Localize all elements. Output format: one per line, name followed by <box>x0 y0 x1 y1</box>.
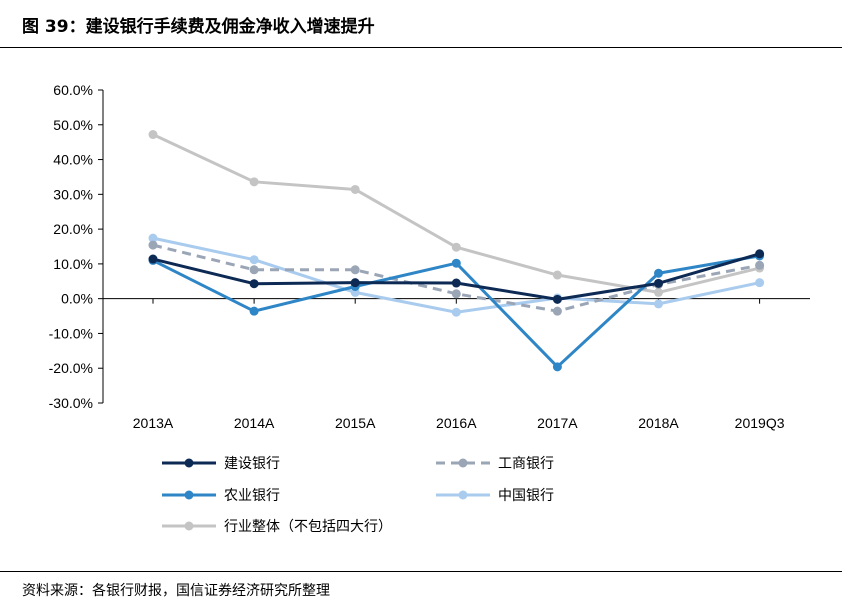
legend-marker-中国银行 <box>458 490 468 500</box>
data-point-建设银行 <box>654 278 663 288</box>
y-tick-label: 30.0% <box>53 186 93 202</box>
data-point-工商银行 <box>350 265 360 275</box>
x-tick-label: 2014A <box>234 415 275 431</box>
legend-label: 建设银行 <box>224 456 280 472</box>
y-tick-label: -10.0% <box>49 325 93 341</box>
y-tick-label: 10.0% <box>53 256 93 272</box>
data-point-工商银行 <box>755 260 765 270</box>
legend-label: 行业整体（不包括四大行） <box>224 519 392 535</box>
data-point-农业银行 <box>654 268 663 278</box>
x-tick-label: 2015A <box>335 415 376 431</box>
y-tick-label: -30.0% <box>49 395 93 411</box>
legend-label: 农业银行 <box>224 488 280 504</box>
data-point-建设银行 <box>755 249 765 259</box>
data-point-农业银行 <box>552 362 562 372</box>
data-point-行业整体不包括四大行 <box>654 287 663 297</box>
data-point-工商银行 <box>451 289 461 299</box>
x-tick-label: 2018A <box>638 415 679 431</box>
y-tick-label: 40.0% <box>53 152 93 168</box>
legend-marker-行业整体不包括四大行 <box>184 521 194 531</box>
legend-marker-工商银行 <box>458 458 468 468</box>
title-rule <box>0 47 842 48</box>
data-point-建设银行 <box>249 279 259 289</box>
data-point-中国银行 <box>249 255 259 265</box>
x-tick-label: 2017A <box>537 415 578 431</box>
data-point-行业整体不包括四大行 <box>451 242 461 252</box>
data-point-农业银行 <box>249 306 259 316</box>
y-tick-label: 60.0% <box>53 82 93 98</box>
line-chart: -30.0% -20.0% -10.0% 0.0% 10.0% 20.0% 30.0% 40.… <box>49 82 810 535</box>
data-point-工商银行 <box>249 265 259 275</box>
data-point-行业整体不包括四大行 <box>249 177 259 187</box>
data-point-建设银行 <box>451 278 461 288</box>
x-tick-label: 2016A <box>436 415 477 431</box>
data-point-建设银行 <box>552 294 562 304</box>
y-tick-label: 50.0% <box>53 117 93 133</box>
data-point-中国银行 <box>451 307 461 317</box>
data-point-行业整体不包括四大行 <box>350 184 360 194</box>
figure-title: 图 39：建设银行手续费及佣金净收入增速提升 <box>22 17 375 37</box>
data-point-中国银行 <box>148 233 158 243</box>
source-rule <box>0 571 842 572</box>
legend-marker-建设银行 <box>184 458 194 468</box>
legend-label: 中国银行 <box>498 488 554 504</box>
data-point-建设银行 <box>148 254 158 264</box>
data-point-中国银行 <box>654 299 663 309</box>
y-tick-label: -20.0% <box>49 360 93 376</box>
source-note: 资料来源：各银行财报，国信证券经济研究所整理 <box>22 583 330 599</box>
y-tick-label: 0.0% <box>61 291 93 307</box>
data-point-中国银行 <box>755 278 765 288</box>
legend-marker-农业银行 <box>184 490 194 500</box>
data-point-工商银行 <box>148 240 158 250</box>
data-point-行业整体不包括四大行 <box>148 130 158 140</box>
data-point-行业整体不包括四大行 <box>552 270 562 280</box>
data-point-建设银行 <box>350 278 360 288</box>
y-tick-label: 20.0% <box>53 221 93 237</box>
x-tick-label: 2013A <box>133 415 174 431</box>
data-point-农业银行 <box>451 258 461 268</box>
x-tick-label: 2019Q3 <box>735 415 785 431</box>
legend-label: 工商银行 <box>498 456 554 472</box>
data-point-工商银行 <box>552 306 562 316</box>
